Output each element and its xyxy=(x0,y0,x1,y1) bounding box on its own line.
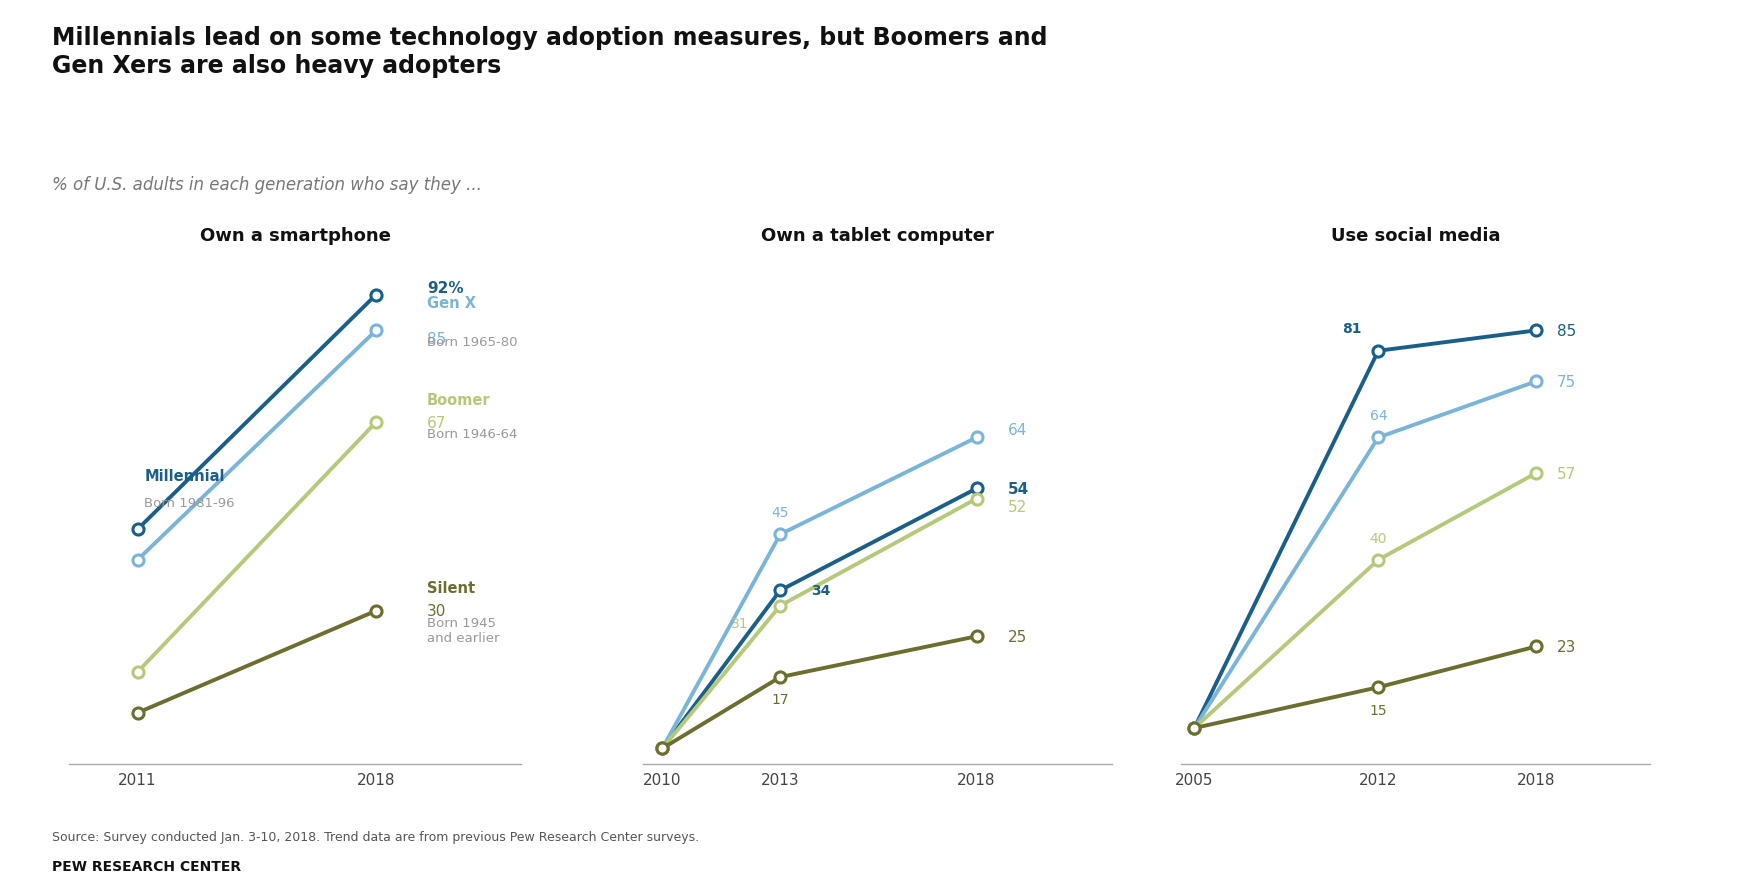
Text: 54: 54 xyxy=(1007,481,1030,496)
Text: 17: 17 xyxy=(771,693,789,707)
Text: 85: 85 xyxy=(1556,323,1577,339)
Text: 67: 67 xyxy=(427,415,446,430)
Text: 30: 30 xyxy=(427,603,446,619)
Title: Own a tablet computer: Own a tablet computer xyxy=(761,227,994,245)
Text: Born 1981-96: Born 1981-96 xyxy=(144,496,234,509)
Text: 40: 40 xyxy=(1369,531,1388,545)
Text: 15: 15 xyxy=(1369,702,1388,716)
Text: 25: 25 xyxy=(1007,629,1027,644)
Text: % of U.S. adults in each generation who say they ...: % of U.S. adults in each generation who … xyxy=(52,176,481,193)
Text: 57: 57 xyxy=(1556,466,1577,481)
Text: Millennial: Millennial xyxy=(144,469,224,484)
Text: 75: 75 xyxy=(1556,374,1577,390)
Text: Millennials lead on some technology adoption measures, but Boomers and
Gen Xers : Millennials lead on some technology adop… xyxy=(52,26,1047,78)
Text: 34: 34 xyxy=(811,584,830,598)
Text: 64: 64 xyxy=(1007,423,1027,438)
Text: Gen X: Gen X xyxy=(427,296,476,311)
Text: Source: Survey conducted Jan. 3-10, 2018. Trend data are from previous Pew Resea: Source: Survey conducted Jan. 3-10, 2018… xyxy=(52,830,700,843)
Text: 64: 64 xyxy=(1369,408,1388,422)
Text: 31: 31 xyxy=(731,616,749,630)
Text: Silent: Silent xyxy=(427,581,476,596)
Text: 52: 52 xyxy=(1007,500,1027,515)
Text: Born 1945
and earlier: Born 1945 and earlier xyxy=(427,616,500,644)
Text: Born 1965-80: Born 1965-80 xyxy=(427,336,518,349)
Title: Use social media: Use social media xyxy=(1331,227,1501,245)
Title: Own a smartphone: Own a smartphone xyxy=(200,227,391,245)
Text: 81: 81 xyxy=(1343,322,1362,336)
Text: 92%: 92% xyxy=(427,280,464,295)
Text: 23: 23 xyxy=(1556,639,1577,654)
Text: 45: 45 xyxy=(771,506,789,520)
Text: 85: 85 xyxy=(427,331,446,346)
Text: PEW RESEARCH CENTER: PEW RESEARCH CENTER xyxy=(52,859,241,873)
Text: Born 1946-64: Born 1946-64 xyxy=(427,428,518,441)
Text: Boomer: Boomer xyxy=(427,392,492,407)
